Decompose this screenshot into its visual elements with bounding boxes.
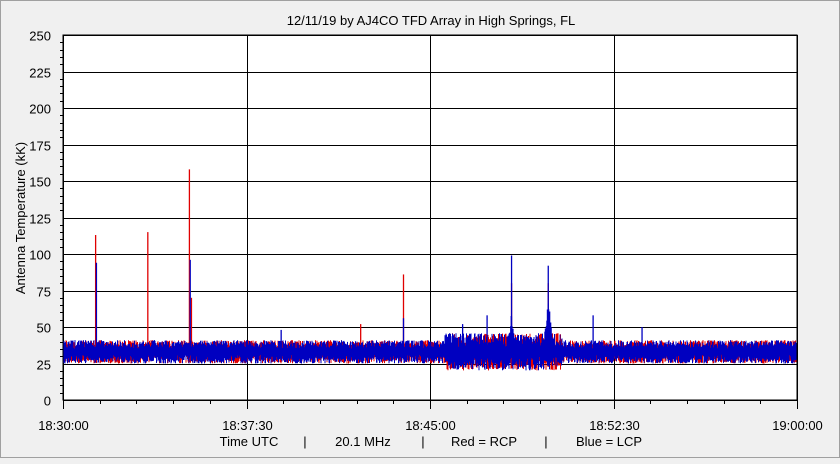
y-axis-label: Antenna Temperature (kK) — [13, 142, 28, 294]
frequency-label: 20.1 MHz — [335, 434, 391, 449]
x-tick-label: 18:30:00 — [38, 418, 89, 433]
x-axis-label: Time UTC — [220, 434, 279, 449]
chart-title: 12/11/19 by AJ4CO TFD Array in High Spri… — [287, 13, 576, 28]
x-tick-label: 18:52:30 — [589, 418, 640, 433]
y-tick-label: 0 — [44, 394, 51, 409]
x-tick-label: 19:00:00 — [772, 418, 823, 433]
y-tick-label: 75 — [37, 285, 51, 300]
footer-separator: | — [303, 434, 306, 449]
x-tick-label: 18:45:00 — [405, 418, 456, 433]
y-tick-label: 150 — [29, 175, 51, 190]
traces — [62, 169, 798, 371]
x-tick-label: 18:37:30 — [222, 418, 273, 433]
legend-blue-lcp: Blue = LCP — [576, 434, 642, 449]
y-tick-label: 225 — [29, 66, 51, 81]
y-tick-label: 100 — [29, 248, 51, 263]
y-tick-label: 50 — [37, 321, 51, 336]
legend-red-rcp: Red = RCP — [451, 434, 517, 449]
plot-border — [62, 34, 798, 401]
x-tick-labels: 18:30:00 18:37:30 18:45:00 18:52:30 19:00:00 — [38, 418, 823, 433]
y-tick-label: 250 — [29, 29, 51, 44]
y-tick-label: 125 — [29, 212, 51, 227]
y-tick-label: 25 — [37, 358, 51, 373]
footer-separator: | — [544, 434, 547, 449]
y-tick-label: 200 — [29, 102, 51, 117]
y-tick-label: 175 — [29, 139, 51, 154]
burst-lcp — [542, 303, 555, 352]
footer: Time UTC | 20.1 MHz | Red = RCP | Blue =… — [220, 434, 642, 449]
y-tick-labels: 0 25 50 75 100 125 150 175 200 225 250 — [29, 29, 51, 409]
burst-lcp — [507, 316, 516, 352]
footer-separator: | — [421, 434, 424, 449]
